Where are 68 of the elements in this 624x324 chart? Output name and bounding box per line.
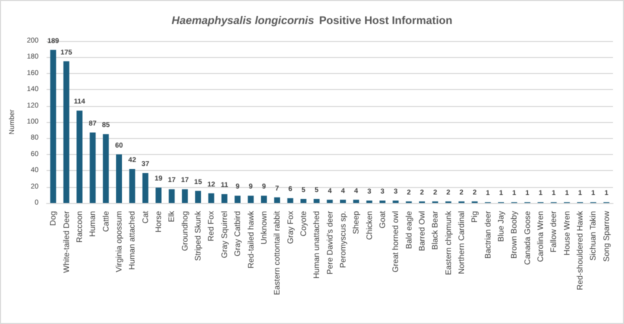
bar — [340, 200, 346, 203]
x-tick-label: Red-tailed hawk — [246, 210, 256, 268]
x-tick-label: Groundhog — [180, 211, 190, 252]
x-tick-label: Peromyscus sp. — [338, 211, 348, 268]
x-tick-label: Sichuan Takin — [588, 211, 598, 261]
bar — [248, 196, 254, 203]
x-tick-label: Dog — [48, 211, 58, 226]
bar — [353, 200, 360, 203]
x-tick-label: Brown Booby — [510, 211, 519, 259]
bar — [116, 154, 122, 203]
bar — [260, 196, 267, 203]
x-tick-label: Great horned owl — [391, 210, 400, 272]
x-tick-label: Red Fox — [206, 211, 216, 242]
bar — [300, 198, 306, 203]
x-tick-label: Elk — [167, 210, 176, 222]
x-tick-label: Unknown — [259, 211, 268, 244]
x-tick-label: Carolina Wren — [536, 211, 546, 262]
x-tick-label: Blue Jay — [496, 211, 506, 242]
x-tick-label: Barred Owl — [418, 210, 426, 252]
x-tick-label: Pig — [470, 211, 480, 223]
x-tick-label: Striped Skunk — [194, 210, 203, 261]
bar — [168, 189, 175, 203]
x-tick-label: Cat — [140, 210, 150, 224]
x-tick-label: White-tailed Deer — [62, 210, 71, 273]
bar — [287, 198, 294, 203]
bar — [90, 132, 96, 203]
x-tick-label: Cattle — [101, 210, 110, 232]
x-tick-label: House Wren — [562, 211, 572, 256]
x-tick-label: Pere David's deer — [325, 210, 334, 274]
x-tick-label: Black Bear — [430, 210, 440, 250]
bar — [50, 50, 56, 203]
x-tick-label: Eastern cottontail rabbit — [272, 210, 282, 296]
x-tick-label: Chicken — [364, 211, 374, 240]
x-tick-label: Song Sparrow — [602, 210, 611, 262]
bar — [195, 190, 202, 203]
bar — [102, 134, 109, 203]
x-tick-label: Fallow deer — [549, 210, 558, 252]
x-tick-label: Horse — [154, 210, 164, 232]
x-tick-label: Virginia opossum — [114, 210, 124, 272]
x-tick-label: Canada Goose — [522, 210, 532, 265]
bar — [76, 110, 82, 203]
x-tick-label: Human — [88, 211, 98, 237]
bar — [142, 173, 148, 203]
chart-title: Haemaphysalis longicornis Positive Host Information — [172, 15, 453, 27]
bar — [314, 198, 320, 203]
x-tick-label: Bactrian deer — [483, 210, 492, 259]
x-tick-label: Coyote — [298, 210, 308, 236]
x-tick-label: Sheep — [352, 210, 361, 234]
bar — [63, 61, 70, 203]
x-tick-label: Raccoon — [75, 211, 84, 243]
x-tick-label: Human attached — [128, 211, 137, 270]
x-tick-label: Gray Fox — [286, 211, 295, 244]
bar — [156, 188, 162, 203]
x-tick-label: Northern Cardinal — [457, 210, 466, 274]
bar — [221, 194, 228, 203]
x-tick-label: Goat — [378, 210, 387, 228]
x-tick-label: Bald eagle — [404, 210, 414, 249]
bar — [326, 200, 333, 203]
bar — [208, 193, 214, 203]
bar — [129, 168, 136, 203]
bar — [274, 197, 280, 203]
bar — [182, 189, 188, 203]
x-tick-label: Gray Squirrel — [220, 210, 229, 258]
bar — [234, 196, 241, 203]
x-tick-label: Human unattached — [312, 211, 322, 279]
x-tick-label: Gray Catbird — [233, 211, 242, 256]
x-tick-label: Eastern chipmunk — [444, 210, 453, 276]
x-tick-label: Red-shouldered Hawk — [576, 210, 585, 290]
